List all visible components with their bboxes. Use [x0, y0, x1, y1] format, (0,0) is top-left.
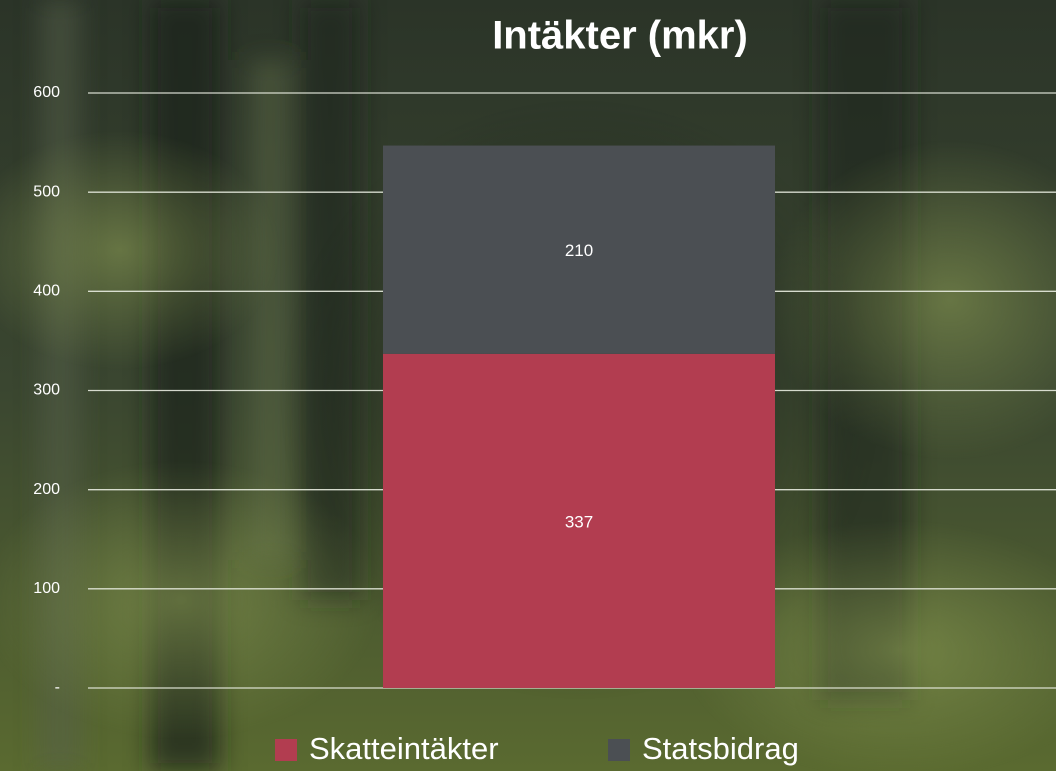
data-label: 337	[565, 512, 593, 531]
y-tick-label: 500	[33, 183, 60, 200]
legend-label: Statsbidrag	[642, 731, 799, 766]
y-tick-label: 600	[33, 84, 60, 101]
y-tick-label: -	[55, 679, 60, 696]
chart-title: Intäkter (mkr)	[492, 14, 748, 58]
y-tick-label: 200	[33, 481, 60, 498]
data-label: 210	[565, 241, 593, 260]
bar-segment	[383, 353, 775, 688]
legend-label: Skatteintäkter	[309, 731, 499, 766]
y-tick-label: 300	[33, 382, 60, 399]
y-tick-label: 100	[33, 580, 60, 597]
bar-segment	[383, 145, 775, 354]
legend-swatch	[275, 739, 297, 761]
y-tick-label: 400	[33, 283, 60, 300]
legend-swatch	[608, 739, 630, 761]
